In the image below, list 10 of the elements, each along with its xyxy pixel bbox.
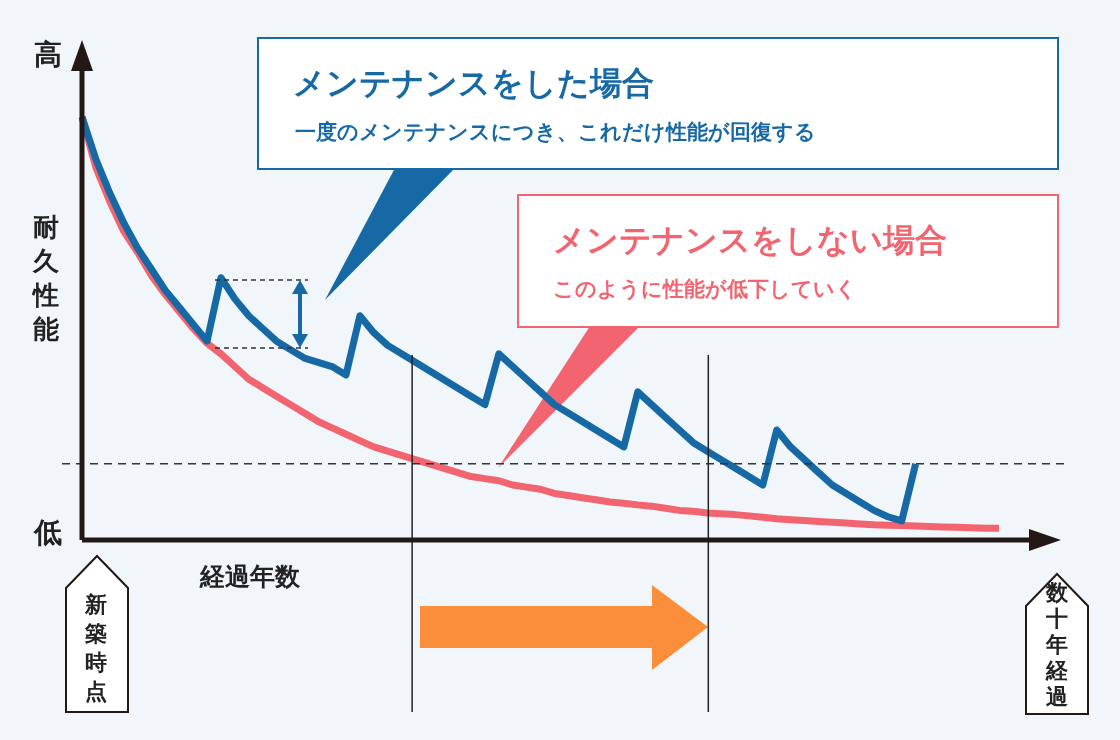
text: メンテナンスをしない場合 [553, 220, 947, 261]
annotation: このように性能が低下していく [553, 276, 857, 303]
x-axis-title: 経過年数 [200, 561, 300, 593]
text: 低 [34, 515, 62, 551]
annotation: 一度のメンテナンスにつき、これだけ性能が回復する [295, 119, 816, 146]
y-axis-title: 耐久性能 [33, 211, 59, 346]
text: 高 [34, 37, 62, 73]
text: 数十年経過 [1046, 580, 1068, 710]
text: 新築時点 [85, 591, 107, 706]
text: メンテナンスをした場合 [293, 63, 654, 104]
